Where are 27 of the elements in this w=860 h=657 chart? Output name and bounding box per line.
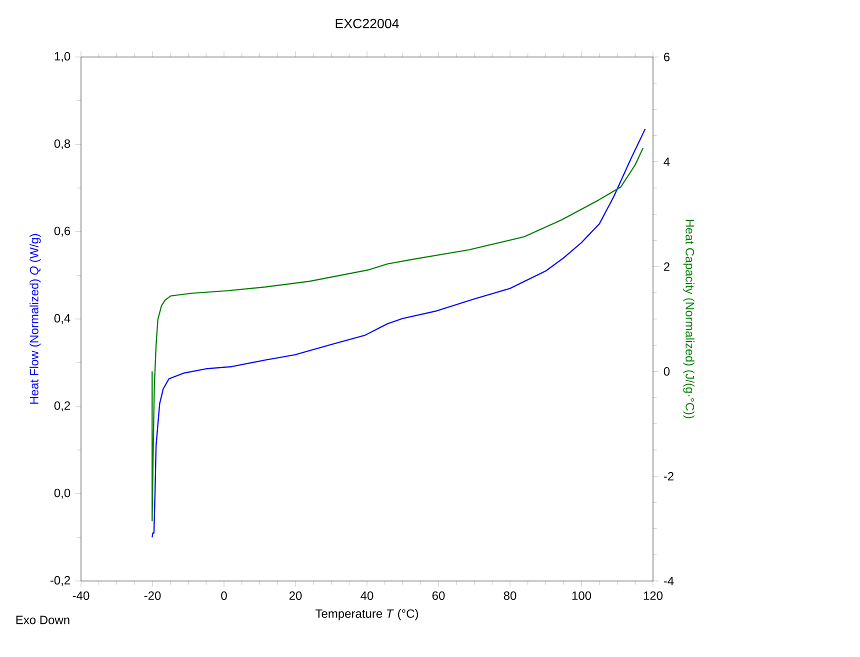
chart-title: EXC22004	[336, 18, 399, 28]
y2-tick-label: 4	[664, 158, 670, 166]
y2-tick-label: -2	[664, 472, 674, 480]
x-tick-label: 80	[504, 591, 516, 600]
y-axis-title: Heat Flow (Normalized) Q (W/g)	[30, 234, 41, 404]
x-tick-label: -20	[144, 591, 161, 600]
x-tick-label: 120	[644, 591, 663, 600]
y2-tick-label: 0	[664, 367, 670, 376]
x-tick-label: 20	[289, 591, 302, 600]
y-tick-label: -0,2	[50, 576, 70, 586]
y-tick-label: 0,0	[54, 488, 70, 499]
y-tick-label: 0,8	[54, 139, 70, 150]
text: Exo Down	[16, 616, 70, 624]
x-axis-title: Temperature T (°C)	[316, 609, 418, 620]
y-tick-label: 1,0	[54, 52, 70, 62]
x-tick-label: 100	[572, 591, 592, 600]
y2-tick-label: -4	[664, 576, 674, 586]
x-tick-label: 40	[360, 591, 374, 600]
x-tick-label: -40	[72, 591, 90, 600]
y2-tick-label: 6	[664, 52, 670, 62]
y-tick-label: 0,6	[54, 226, 70, 237]
x-tick-label: 0	[221, 591, 227, 600]
x-tick-label: 60	[432, 591, 445, 600]
y2-axis-title: Heat Capacity (Normalized) (J/(g·°C))	[683, 220, 694, 418]
y-tick-label: 0,4	[54, 314, 70, 324]
y2-tick-label: 2	[664, 262, 670, 271]
y-tick-label: 0,2	[54, 401, 70, 412]
